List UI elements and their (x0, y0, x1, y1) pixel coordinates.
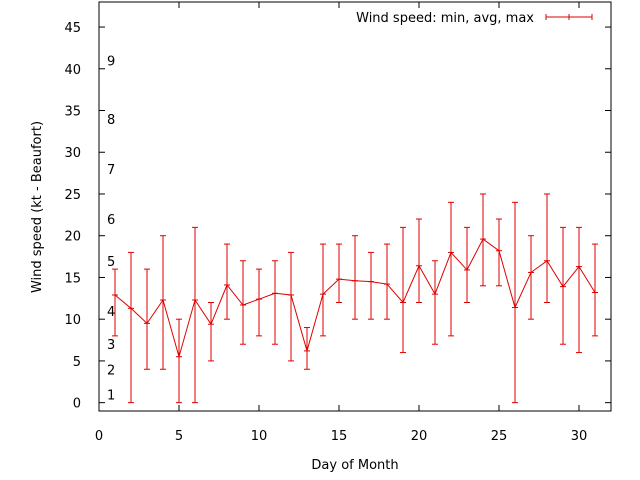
x-tick-label: 0 (95, 429, 103, 444)
error-bar (208, 301, 214, 362)
x-axis-label: Day of Month (311, 458, 398, 473)
error-bar (224, 243, 230, 320)
error-bar (304, 327, 310, 370)
error-bar (416, 218, 422, 303)
beaufort-label: 1 (107, 388, 115, 403)
y-tick-label: 25 (64, 188, 81, 203)
error-bar (384, 243, 390, 320)
y-axis-label: Wind speed (kt - Beaufort) (30, 121, 45, 293)
series-wind-speed-min-avg-max (112, 193, 598, 404)
beaufort-label: 9 (107, 54, 115, 69)
error-bar (288, 251, 294, 362)
x-tick-label: 5 (175, 429, 183, 444)
error-bar (544, 193, 550, 303)
x-tick-label: 20 (411, 429, 428, 444)
plot-border (98, 1, 612, 412)
error-bar (336, 243, 342, 303)
error-bar (576, 226, 582, 354)
legend-label: Wind speed: min, avg, max (356, 11, 534, 26)
error-bar (176, 318, 182, 404)
x-tick-label: 25 (491, 429, 508, 444)
error-bar (112, 268, 118, 337)
legend: Wind speed: min, avg, max (356, 11, 593, 26)
y-tick-label: 5 (73, 355, 81, 370)
error-bar (448, 201, 454, 337)
error-bar (480, 193, 486, 287)
y-tick-label: 35 (64, 105, 81, 120)
error-bar (464, 226, 470, 303)
beaufort-scale-labels: 1 2 3 4 5 6 7 8 9 (107, 54, 115, 403)
y-tick-label: 10 (64, 313, 81, 328)
x-tick-label: 15 (331, 429, 348, 444)
beaufort-label: 2 (107, 363, 115, 378)
error-bar (144, 268, 150, 370)
error-bar (496, 218, 502, 287)
y-tick-label: 30 (64, 146, 81, 161)
x-tick-label: 30 (571, 429, 588, 444)
error-bar (192, 226, 198, 404)
y-tick-label: 15 (64, 271, 81, 286)
error-bar (560, 226, 566, 345)
error-bar (272, 260, 278, 345)
error-bar (352, 235, 358, 320)
error-bar (240, 260, 246, 345)
legend-sample (545, 14, 593, 20)
y-tick-label: 20 (64, 230, 81, 245)
x-axis-ticks: 0 5 10 15 20 25 30 (95, 2, 587, 444)
error-bar (400, 226, 406, 354)
error-bar (432, 260, 438, 345)
beaufort-label: 5 (107, 255, 115, 270)
beaufort-label: 7 (107, 163, 115, 178)
error-bar (320, 243, 326, 337)
error-bar (128, 251, 134, 404)
beaufort-label: 4 (107, 305, 115, 320)
beaufort-label: 3 (107, 338, 115, 353)
series-layer (112, 193, 598, 404)
error-bar (368, 251, 374, 320)
error-bar (528, 235, 534, 320)
error-bar (512, 201, 518, 404)
error-bar (160, 235, 166, 370)
plot-frame (98, 1, 612, 412)
error-bar (592, 243, 598, 337)
beaufort-label: 6 (107, 213, 115, 228)
y-tick-label: 0 (73, 397, 81, 412)
y-tick-label: 40 (64, 63, 81, 78)
beaufort-label: 8 (107, 113, 115, 128)
y-tick-label: 45 (64, 21, 81, 36)
error-bar (256, 268, 262, 337)
x-tick-label: 10 (251, 429, 268, 444)
